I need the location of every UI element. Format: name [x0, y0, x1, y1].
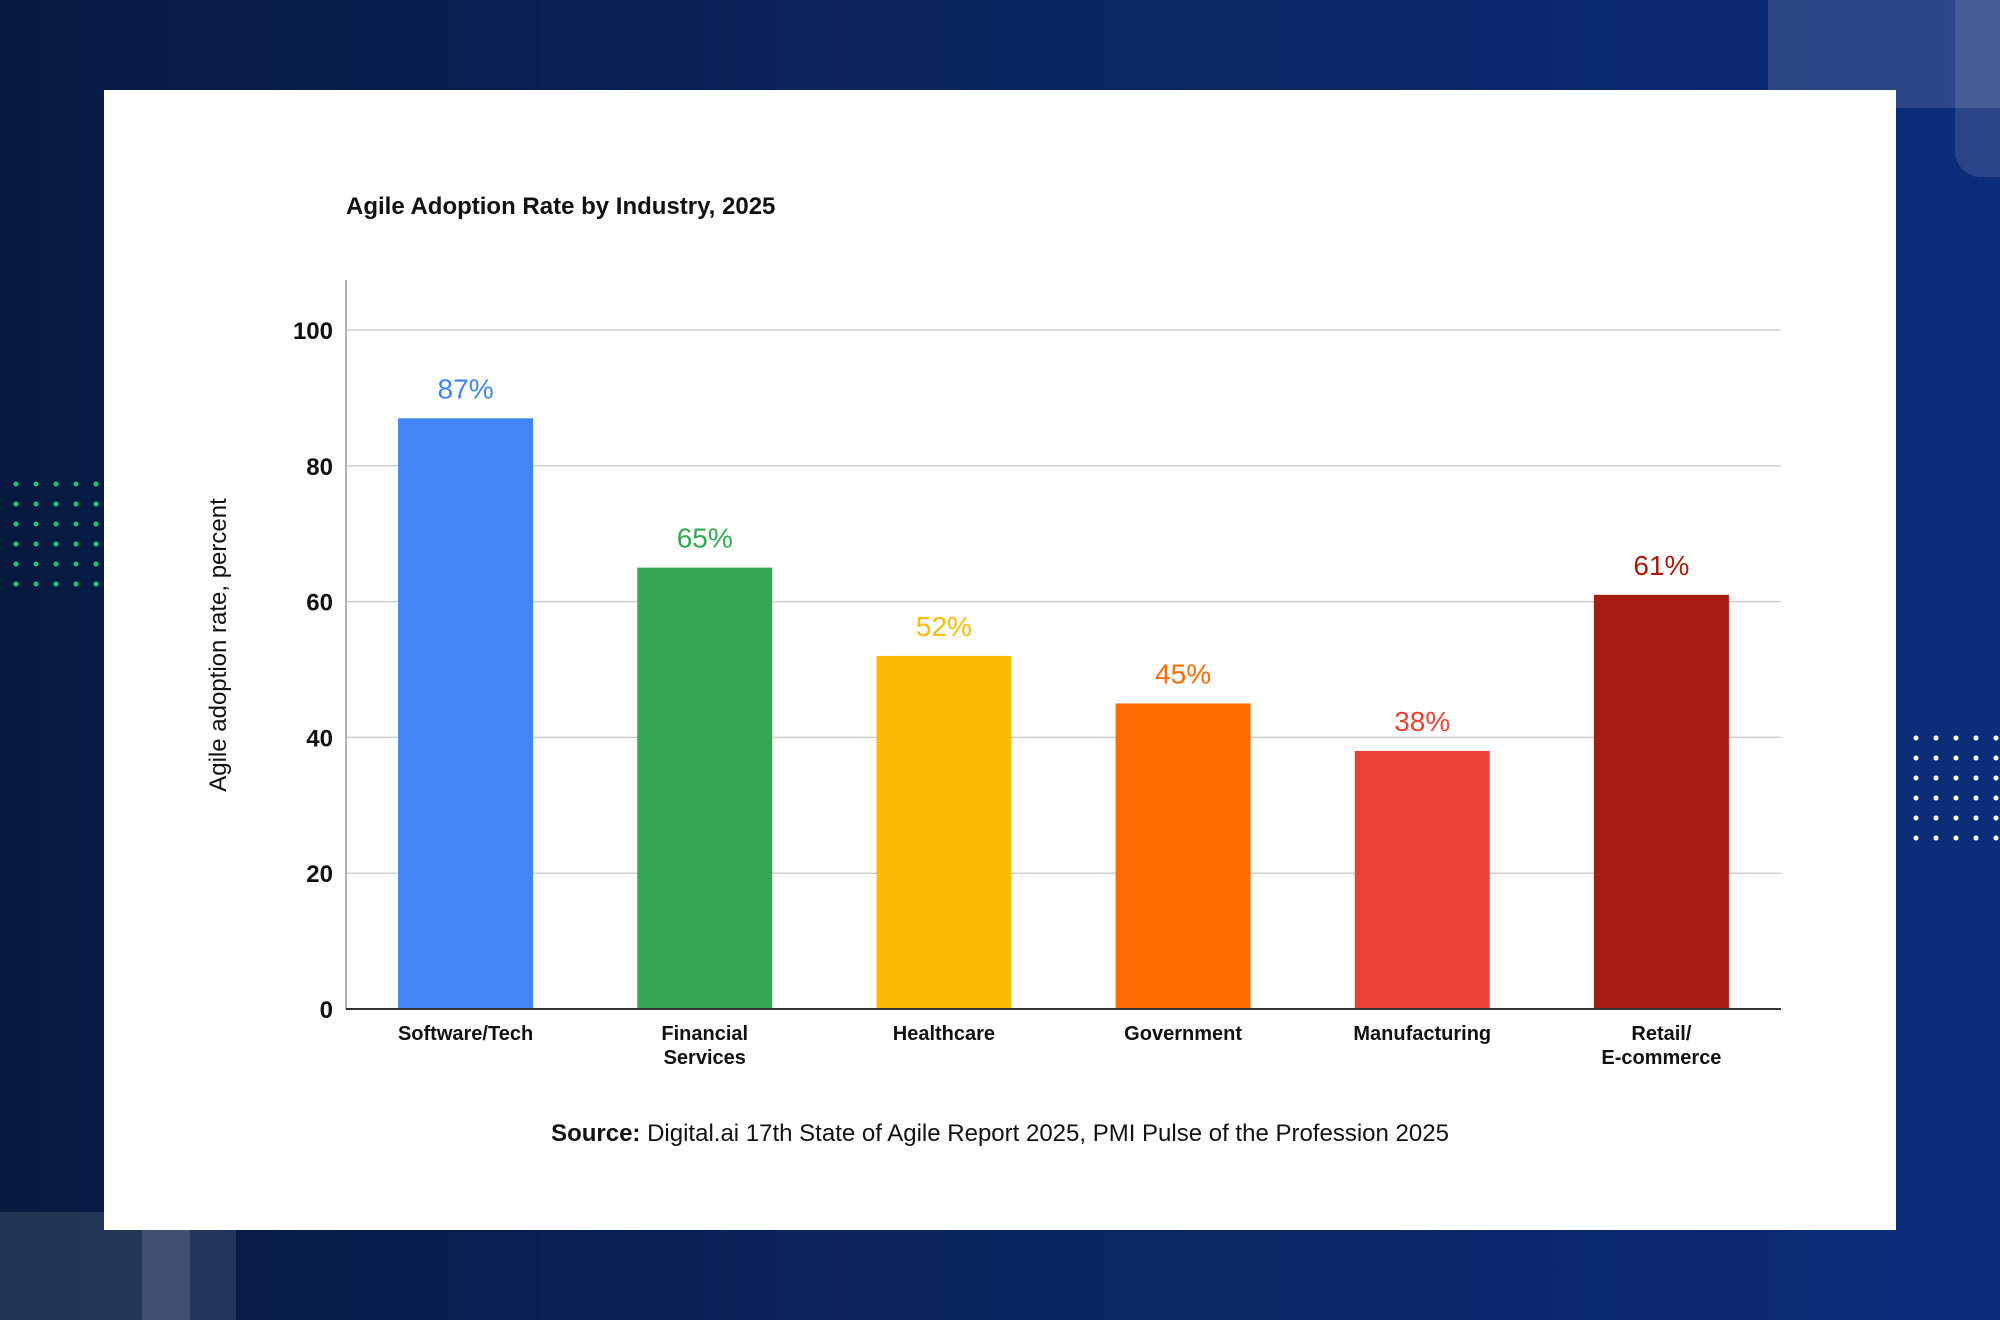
category-label: Government	[1124, 1023, 1242, 1045]
value-label: 38%	[1394, 706, 1450, 737]
y-tick-labels: 0 20 40 60 80 100	[293, 318, 333, 1024]
value-label: 87%	[438, 373, 494, 404]
gridlines	[346, 329, 1781, 874]
value-label: 52%	[916, 611, 972, 642]
source-note: Source: Digital.ai 17th State of Agile R…	[551, 1120, 1449, 1147]
decor-strip-top-right	[1955, 0, 2000, 177]
chart-card: Agile Adoption Rate by Industry, 2025 0 2…	[104, 90, 1896, 1230]
value-label: 65%	[677, 523, 733, 554]
y-tick-label: 20	[306, 861, 333, 888]
decor-strip-bottom-left	[142, 1230, 190, 1320]
category-label: Healthcare	[893, 1023, 995, 1045]
chart-title: Agile Adoption Rate by Industry, 2025	[346, 193, 775, 220]
source-text: Digital.ai 17th State of Agile Report 20…	[640, 1120, 1449, 1147]
source-label: Source:	[551, 1120, 640, 1147]
y-tick-label: 100	[293, 318, 333, 345]
decor-dot-grid-green	[6, 474, 110, 588]
decor-dot-grid-white	[1906, 728, 2000, 846]
bars	[398, 418, 1729, 1009]
value-labels: 87% 65% 52% 45% 38% 61%	[438, 373, 1690, 737]
category-label: Financial Services	[661, 1023, 748, 1069]
bar	[1115, 703, 1251, 1009]
y-tick-label: 80	[306, 454, 333, 481]
category-label: Manufacturing	[1353, 1023, 1491, 1045]
value-label: 45%	[1155, 658, 1211, 689]
category-label: Software/Tech	[398, 1023, 533, 1045]
bar	[398, 418, 534, 1009]
y-axis-label: Agile adoption rate, percent	[205, 498, 232, 792]
value-label: 61%	[1633, 550, 1689, 581]
y-tick-label: 40	[306, 725, 333, 752]
bar	[876, 655, 1012, 1009]
category-label: Retail/E-commerce	[1601, 1023, 1721, 1069]
y-tick-label: 60	[306, 590, 333, 617]
decor-panel-bottom-left	[0, 1212, 236, 1320]
bar	[637, 567, 773, 1009]
bar	[1593, 594, 1729, 1009]
bar-chart: Agile Adoption Rate by Industry, 2025 0 2…	[205, 193, 1781, 1147]
category-labels: Software/Tech Financial Services Healthcare…	[398, 1023, 1721, 1069]
bar	[1354, 750, 1490, 1009]
y-tick-label: 0	[320, 997, 333, 1024]
